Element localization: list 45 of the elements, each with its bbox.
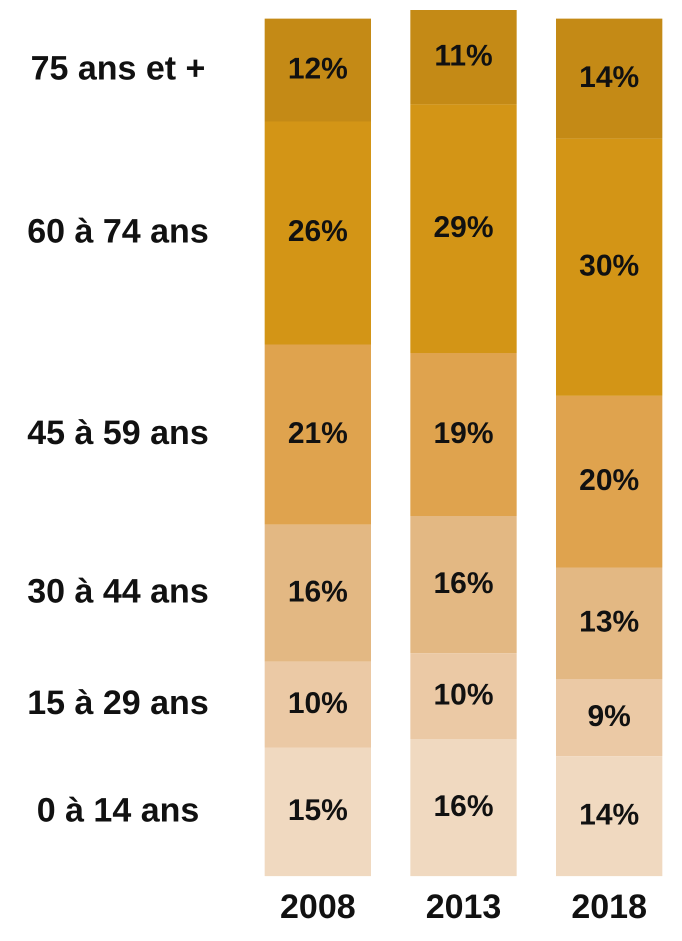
data-label: 12% (288, 52, 348, 86)
data-label: 15% (288, 794, 348, 828)
bar (556, 756, 662, 876)
bar (556, 18, 662, 139)
data-label: 16% (433, 566, 494, 600)
x-tick-label: 2008 (280, 888, 356, 926)
series-label: 75 ans et + (30, 49, 206, 88)
x-tick-label: 2013 (426, 888, 502, 926)
data-label: 14% (579, 60, 640, 94)
bar (410, 738, 517, 876)
x-tick-label: 2018 (571, 888, 647, 926)
series-label: 60 à 74 ans (27, 212, 209, 250)
data-label: 13% (579, 605, 640, 638)
bar (410, 653, 517, 739)
data-label: 14% (579, 798, 640, 832)
data-label: 19% (433, 416, 494, 450)
data-label: 10% (288, 686, 348, 720)
bar (410, 353, 517, 516)
bar (556, 678, 662, 756)
bar (556, 567, 662, 679)
bar (556, 138, 662, 396)
data-label: 20% (579, 464, 640, 497)
data-label: 30% (579, 250, 640, 283)
bar (264, 18, 371, 122)
bar (410, 516, 517, 654)
data-label: 10% (433, 678, 494, 712)
data-label: 29% (433, 210, 494, 244)
bar (264, 524, 371, 662)
bar (264, 748, 371, 876)
data-label: 26% (288, 215, 348, 248)
bar (556, 396, 662, 568)
data-label: 16% (288, 575, 348, 608)
series-label: 30 à 44 ans (27, 572, 209, 611)
series-label: 0 à 14 ans (36, 791, 200, 830)
data-label: 16% (433, 790, 494, 823)
data-label: 21% (288, 416, 348, 450)
bar (264, 662, 371, 748)
bar (410, 104, 517, 354)
data-label: 11% (434, 39, 493, 72)
data-label: 9% (587, 700, 631, 733)
bar (264, 121, 371, 344)
series-label: 45 à 59 ans (27, 414, 209, 452)
series-label: 15 à 29 ans (27, 684, 209, 722)
bar (264, 344, 371, 525)
bar (410, 10, 517, 104)
